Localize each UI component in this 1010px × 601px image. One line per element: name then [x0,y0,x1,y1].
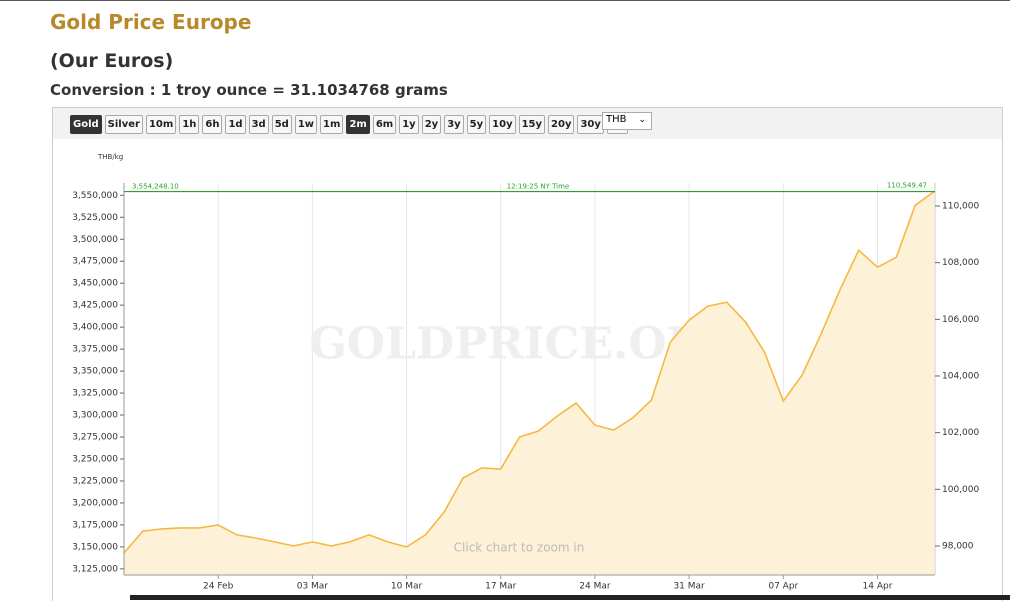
y-tick-label: 3,275,000 [72,433,118,443]
range-button[interactable]: 6m [372,115,397,134]
x-tick-label: 31 Mar [673,582,705,592]
y-tick-label: 3,150,000 [72,542,118,552]
zoom-hint: Click chart to zoom in [454,541,585,555]
y-axis-label: THB/kg [97,153,123,161]
current-price-label: 3,554,248.10 [132,183,179,191]
range-button[interactable]: 6h [202,115,223,134]
x-tick-label: 14 Apr [863,582,893,592]
area [124,191,934,575]
range-button[interactable]: 5d [271,115,292,134]
y-tick-label: 3,350,000 [72,367,118,377]
y2-tick-label: 98,000 [942,541,974,551]
range-button[interactable]: 2m [346,115,370,134]
range-button[interactable]: Silver [104,115,143,134]
x-tick-label: 17 Mar [485,582,517,592]
range-button[interactable]: 15y [518,115,546,134]
range-button[interactable]: 10m [145,115,177,134]
x-tick-label: 03 Mar [297,582,329,592]
dropdown-arrow: ⌄ [638,115,646,125]
range-button[interactable]: 1m [320,115,344,134]
page-title: Gold Price Europe [50,10,252,34]
x-tick-label: 10 Mar [391,582,423,592]
y-tick-label: 3,200,000 [72,498,118,508]
y-tick-label: 3,425,000 [72,301,118,311]
x-tick-label: 24 Feb [203,582,234,592]
y-tick-label: 3,525,000 [72,213,118,223]
y-tick-label: 3,125,000 [72,564,118,574]
y2-tick-label: 106,000 [942,315,979,325]
conversion-note: Conversion : 1 troy ounce = 31.1034768 g… [50,81,448,99]
y2-tick-label: 108,000 [942,258,979,268]
range-button[interactable]: 1d [225,115,246,134]
x-tick-label: 24 Mar [579,582,611,592]
y-tick-label: 3,500,000 [72,235,118,245]
range-button[interactable]: 1h [179,115,200,134]
y2-tick-label: 104,000 [942,371,979,381]
range-button[interactable]: Gold [70,115,102,134]
y-tick-label: 3,450,000 [72,279,118,289]
range-button[interactable]: 2y [421,115,442,134]
range-button[interactable]: 20y [548,115,575,134]
top-border [0,0,1010,1]
range-button[interactable]: 1y [399,115,419,134]
y-tick-label: 3,375,000 [72,345,118,355]
y-tick-label: 3,325,000 [72,389,118,399]
y-tick-label: 3,225,000 [72,476,118,486]
y-tick-label: 3,475,000 [72,257,118,267]
y-tick-label: 3,300,000 [72,411,118,421]
y-tick-label: 3,175,000 [72,520,118,530]
time-label: 12:19:25 NY Time [507,183,570,191]
range-button[interactable]: 5y [466,115,487,134]
currency-value: THB [606,114,627,125]
x-tick-label: 07 Apr [768,582,798,592]
y2-tick-label: 102,000 [942,428,979,438]
range-buttons: Gold Silver 10m 1h 6h 1d 3d 5d 1w 1m 2m 6m 1y 2y 3y 5y 1… [70,115,628,134]
y-tick-label: 3,400,000 [72,323,118,333]
y2-tick-label: 100,000 [942,485,979,495]
y2-tick-label: 110,000 [942,202,979,212]
y-tick-label: 3,550,000 [72,191,118,201]
range-button[interactable]: 1w [294,115,318,134]
range-button[interactable]: 3d [248,115,269,134]
current-price-y2-label: 110,549.47 [887,181,927,189]
y-tick-label: 3,250,000 [72,454,118,464]
range-button[interactable]: 10y [489,115,516,134]
range-button[interactable]: 3y [444,115,464,134]
subtitle: (Our Euros) [50,50,174,72]
currency-select[interactable]: THB ⌄ [602,112,652,130]
price-line [123,190,935,554]
scrollbar [130,595,1010,600]
chart-frame [52,107,1003,601]
